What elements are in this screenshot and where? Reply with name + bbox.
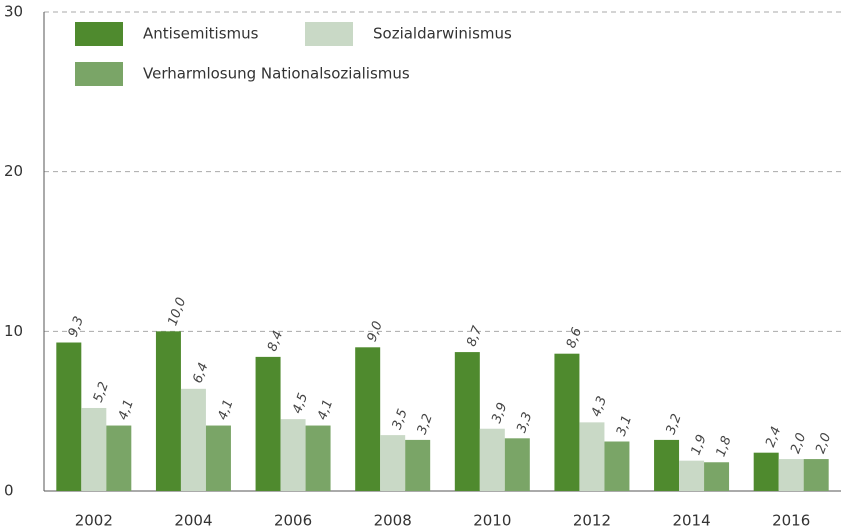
bar	[579, 422, 605, 491]
value-label: 2,0	[813, 431, 834, 456]
bar	[704, 462, 730, 491]
legend-label: Verharmlosung Nationalsozialismus	[143, 65, 410, 83]
bar	[405, 439, 431, 491]
y-tick-label: 10	[4, 322, 23, 340]
bar	[504, 438, 530, 491]
bar	[355, 347, 381, 491]
value-label: 1,8	[714, 434, 735, 459]
value-label: 4,3	[589, 394, 610, 419]
value-label: 8,4	[265, 329, 286, 354]
legend-swatch	[305, 22, 353, 46]
bar	[81, 407, 107, 491]
y-tick-label: 0	[4, 482, 14, 500]
value-label: 8,6	[564, 326, 585, 351]
y-tick-label: 20	[4, 162, 23, 180]
bar	[778, 459, 804, 491]
bar	[554, 353, 580, 491]
value-label: 3,2	[415, 412, 436, 437]
value-label: 4,1	[315, 398, 336, 423]
bar	[205, 425, 231, 491]
value-label: 2,4	[763, 425, 784, 450]
bar	[180, 388, 206, 491]
x-tick-label: 2008	[374, 512, 412, 530]
x-tick-label: 2006	[274, 512, 312, 530]
value-label: 1,9	[689, 433, 710, 458]
bar	[753, 452, 779, 491]
bar	[255, 356, 281, 491]
legend-label: Antisemitismus	[143, 25, 259, 43]
x-tick-label: 2016	[772, 512, 810, 530]
bar	[380, 435, 406, 491]
bar	[106, 425, 132, 491]
bar	[454, 352, 480, 491]
y-tick-label: 30	[4, 3, 23, 21]
value-label: 4,5	[290, 391, 311, 416]
value-label: 8,7	[464, 323, 485, 348]
bar	[803, 459, 829, 491]
value-label: 3,9	[489, 401, 510, 426]
bar	[305, 425, 331, 491]
legend-label: Sozialdarwinismus	[373, 25, 512, 43]
value-label: 5,2	[91, 380, 112, 405]
value-label: 9,0	[365, 319, 386, 344]
bar	[280, 419, 306, 491]
value-label: 3,2	[664, 412, 685, 437]
value-label: 4,1	[215, 398, 236, 423]
legend-swatch	[75, 22, 123, 46]
value-label: 4,1	[116, 398, 137, 423]
x-tick-label: 2014	[672, 512, 710, 530]
value-label: 2,0	[788, 431, 809, 456]
bar	[56, 342, 82, 491]
value-label: 3,3	[514, 410, 535, 435]
value-label: 3,1	[614, 413, 635, 438]
value-label: 3,5	[390, 407, 411, 432]
bar	[679, 460, 705, 491]
x-tick-label: 2004	[174, 512, 212, 530]
value-label: 10,0	[165, 296, 189, 328]
x-tick-label: 2002	[75, 512, 113, 530]
value-label: 6,4	[190, 361, 211, 386]
bar	[479, 428, 505, 491]
bar	[654, 439, 680, 491]
bar	[155, 331, 181, 491]
x-tick-label: 2012	[573, 512, 611, 530]
x-tick-label: 2010	[473, 512, 511, 530]
legend-swatch	[75, 62, 123, 86]
value-label: 9,3	[66, 315, 87, 340]
bar	[604, 441, 630, 491]
